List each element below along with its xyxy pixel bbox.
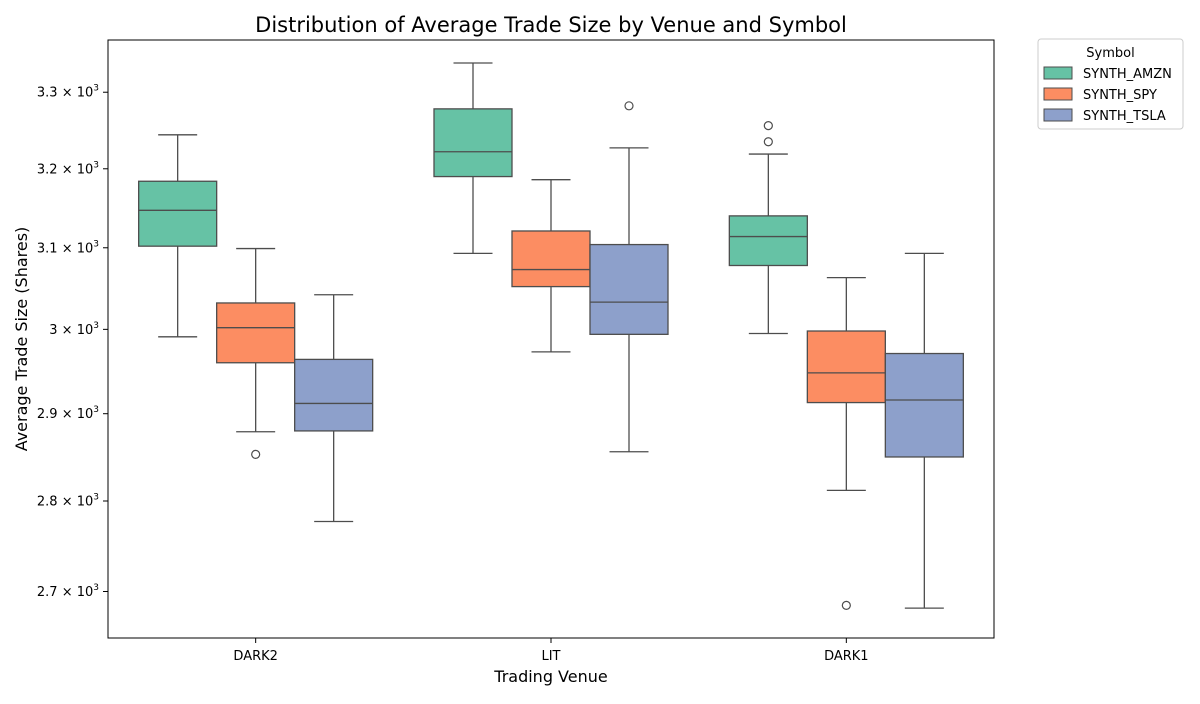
plot-area: 2.7 × 103 2.8 × 103 2.9 × 103 3 × 103 3.1 × … [37,39,995,664]
y-tick-label: 3.1 × 103 [37,239,99,256]
box-iqr [806,330,886,404]
outlier-point [763,137,773,147]
y-tick-label: 2.8 × 103 [37,493,99,510]
box-iqr [138,180,218,247]
plot-frame [107,39,995,639]
box-iqr [728,215,808,267]
box-iqr [294,358,374,432]
box-iqr [884,352,964,458]
outlier-point [251,449,261,459]
box-iqr [511,230,591,288]
outlier-point [841,600,851,610]
legend-entry: SYNTH_TSLA [1083,109,1166,124]
legend-entry: SYNTH_AMZN [1083,67,1172,82]
legend-swatch [1043,108,1073,122]
y-tick-label: 3 × 103 [49,321,99,338]
x-axis-label: Trading Venue [493,667,607,686]
legend-swatch [1043,66,1073,80]
box-iqr [433,108,513,178]
outlier-point [763,121,773,131]
legend-swatch [1043,87,1073,101]
box-iqr [589,243,669,335]
legend-title: Symbol [1086,46,1134,61]
y-tick-label: 3.3 × 103 [37,84,99,101]
y-tick-label: 3.2 × 103 [37,160,99,177]
legend: Symbol SYNTH_AMZN SYNTH_SPY SYNTH_TSLA [1037,38,1184,130]
y-axis-label: Average Trade Size (Shares) [12,227,31,452]
x-tick-label: DARK1 [824,649,869,664]
outlier-point [624,101,634,111]
x-tick-label: LIT [541,649,560,664]
chart-title: Distribution of Average Trade Size by Ve… [255,13,847,37]
legend-box [1037,38,1184,130]
legend-entry: SYNTH_SPY [1083,88,1157,103]
box-iqr [216,302,296,364]
y-tick-label: 2.7 × 103 [37,583,99,600]
x-tick-label: DARK2 [233,649,278,664]
y-tick-label: 2.9 × 103 [37,405,99,422]
